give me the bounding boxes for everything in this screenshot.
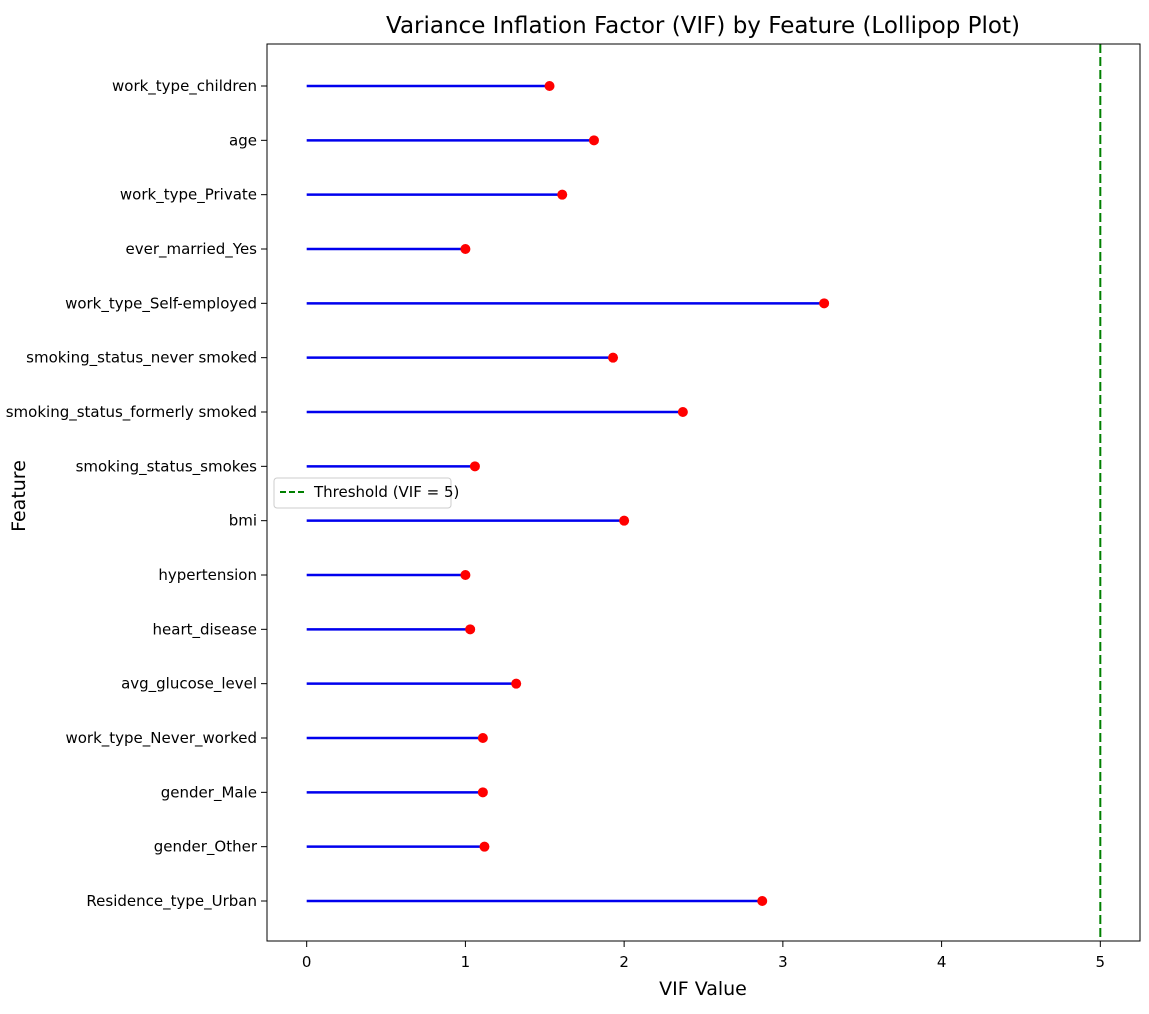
x-tick-label: 2 [619, 953, 629, 971]
x-tick-label: 5 [1096, 953, 1106, 971]
y-tick-label-avg-glucose-level: avg_glucose_level [121, 675, 257, 694]
marker-work-type-never-worked [477, 733, 488, 743]
marker-gender-male [477, 787, 488, 798]
plot-frame [266, 43, 1141, 942]
chart-title: Variance Inflation Factor (VIF) by Featu… [386, 13, 1020, 39]
marker-bmi [619, 515, 630, 526]
marker-hypertension [460, 570, 471, 580]
marker-work-type-private [557, 189, 568, 200]
marker-heart-disease [465, 624, 476, 635]
x-tick-label: 1 [461, 953, 471, 971]
marker-gender-other [479, 841, 490, 852]
marker-smoking-status-formerly-smoked [677, 407, 688, 417]
y-tick-label-ever-married-yes: ever_married_Yes [125, 240, 257, 259]
marker-ever-married-yes [460, 244, 471, 254]
marker-work-type-self-employed [819, 298, 830, 309]
marker-smoking-status-smokes [469, 461, 480, 472]
legend-box [273, 477, 452, 509]
marker-work-type-children [544, 81, 555, 91]
y-tick-label-bmi: bmi [229, 512, 257, 530]
y-tick-label-work-type-self-employed: work_type_Self-employed [65, 294, 257, 313]
x-axis-label: VIF Value [659, 978, 747, 1000]
marker-smoking-status-never-smoked [608, 352, 619, 363]
y-tick-label-smoking-status-formerly-smoked: smoking_status_formerly smoked [6, 403, 257, 422]
x-tick-label: 0 [302, 953, 312, 971]
y-tick-label-smoking-status-smokes: smoking_status_smokes [76, 457, 258, 476]
marker-age [588, 135, 599, 146]
y-tick-label-gender-male: gender_Male [161, 783, 257, 802]
y-tick-label-smoking-status-never-smoked: smoking_status_never smoked [26, 349, 257, 368]
x-tick-label: 4 [937, 953, 947, 971]
legend: Threshold (VIF = 5) [273, 477, 459, 509]
y-tick-label-work-type-children: work_type_children [112, 77, 257, 96]
y-tick-label-age: age [229, 131, 257, 149]
y-tick-label-residence-type-urban: Residence_type_Urban [86, 892, 257, 911]
y-tick-label-work-type-never-worked: work_type_Never_worked [65, 729, 257, 748]
legend-threshold-label: Threshold (VIF = 5) [313, 483, 459, 501]
y-axis-label: Feature [8, 460, 30, 532]
marker-residence-type-urban [757, 896, 768, 906]
y-tick-label-hypertension: hypertension [158, 566, 257, 584]
y-tick-label-work-type-private: work_type_Private [120, 186, 257, 205]
x-tick-label: 3 [778, 953, 788, 971]
y-tick-label-gender-other: gender_Other [154, 838, 258, 857]
marker-avg-glucose-level [511, 678, 522, 689]
y-tick-label-heart-disease: heart_disease [153, 620, 257, 639]
